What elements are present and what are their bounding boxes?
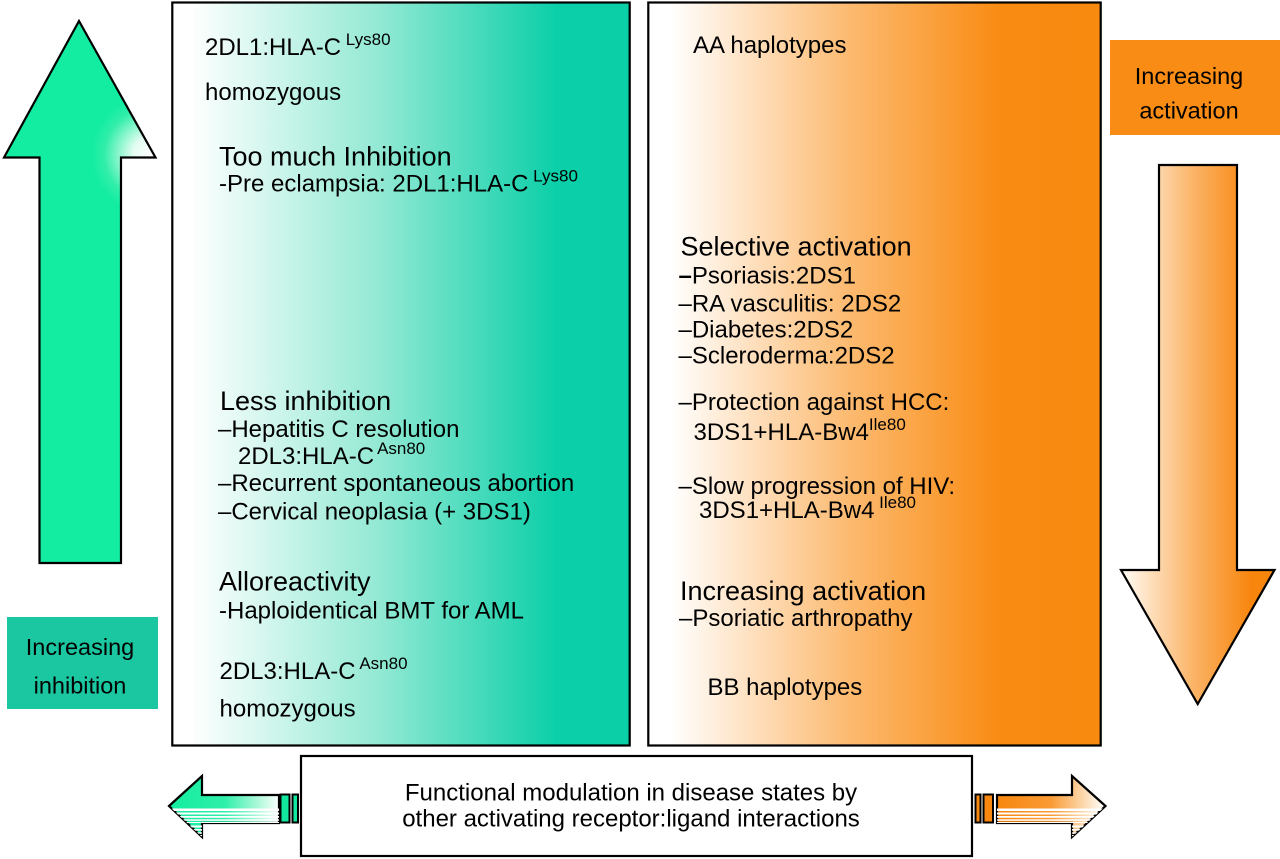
svg-text:homozygous: homozygous — [220, 696, 356, 723]
svg-text:inhibition: inhibition — [34, 673, 127, 699]
svg-text:homozygous: homozygous — [205, 79, 341, 106]
svg-text:Functional modulation in disea: Functional modulation in disease states … — [405, 780, 857, 807]
svg-text:–Cervical neoplasia (+ 3DS1): –Cervical neoplasia (+ 3DS1) — [218, 499, 531, 526]
svg-text:Alloreactivity: Alloreactivity — [219, 567, 371, 597]
svg-text:BB haplotypes: BB haplotypes — [708, 674, 863, 701]
svg-text:–Psoriatic arthropathy: –Psoriatic arthropathy — [679, 605, 912, 632]
svg-text:–Scleroderma:2DS2: –Scleroderma:2DS2 — [679, 343, 895, 370]
svg-text:Increasing: Increasing — [26, 634, 134, 660]
svg-text:Less inhibition: Less inhibition — [220, 386, 391, 416]
svg-text:–Recurrent spontaneous abortio: –Recurrent spontaneous abortion — [218, 470, 574, 497]
svg-text:–Diabetes:2DS2: –Diabetes:2DS2 — [679, 317, 854, 344]
svg-text:–Psoriasis:2DS1: –Psoriasis:2DS1 — [679, 263, 856, 290]
svg-text:–Protection against HCC:: –Protection against HCC: — [679, 389, 950, 416]
svg-text:–Hepatitis C resolution: –Hepatitis C resolution — [218, 416, 459, 443]
svg-text:-Haploidentical BMT for AML: -Haploidentical BMT for AML — [219, 598, 524, 625]
svg-text:other activating receptor:liga: other activating receptor:ligand interac… — [402, 806, 860, 833]
svg-text:AA haplotypes: AA haplotypes — [693, 32, 846, 59]
svg-text:activation: activation — [1139, 98, 1238, 124]
svg-text:Increasing: Increasing — [1135, 63, 1243, 89]
svg-text:Too much Inhibition: Too much Inhibition — [219, 142, 452, 172]
svg-text:–RA vasculitis: 2DS2: –RA vasculitis: 2DS2 — [679, 291, 902, 318]
svg-text:-Pre eclampsia: 2DL1:HLA-C Lys: -Pre eclampsia: 2DL1:HLA-C Lys80 — [219, 167, 578, 198]
svg-text:Selective activation: Selective activation — [681, 232, 912, 262]
svg-text:Increasing activation: Increasing activation — [680, 576, 926, 606]
svg-text:–Slow progression of HIV:: –Slow progression of HIV: — [679, 473, 956, 500]
